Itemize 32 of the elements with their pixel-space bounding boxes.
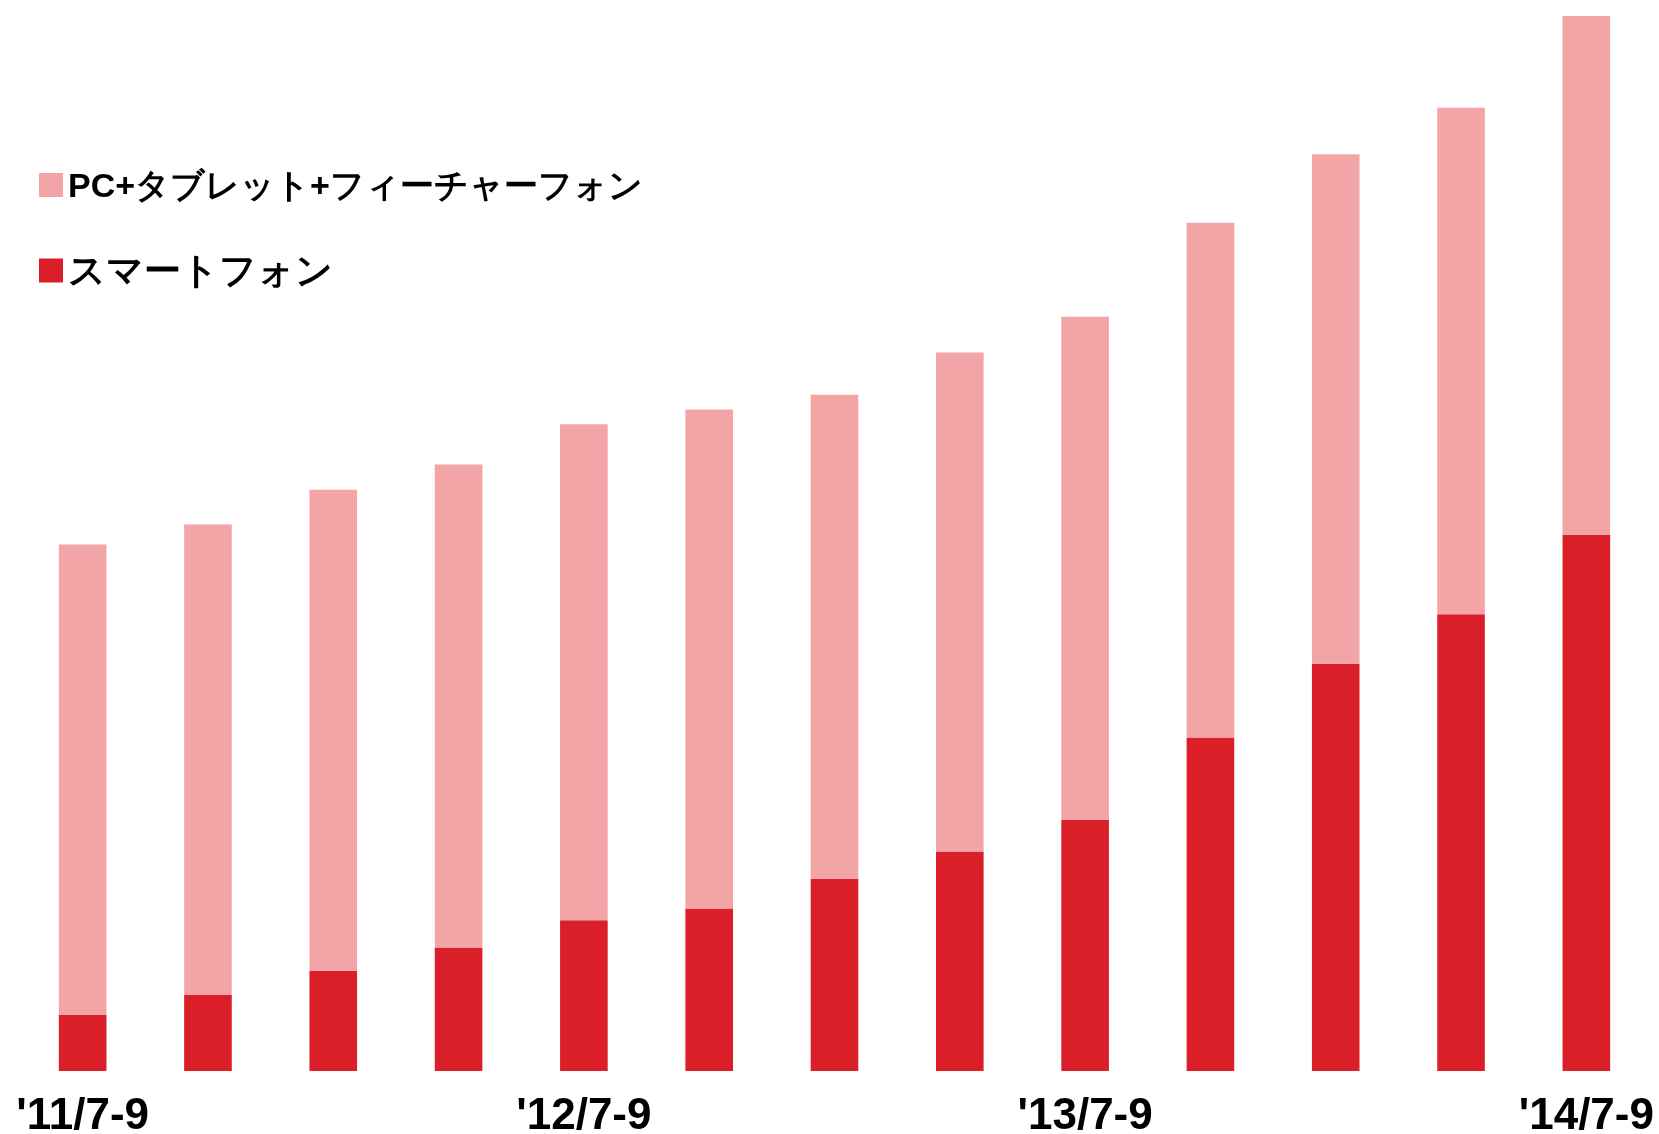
bar [184, 524, 232, 996]
bar [1437, 614, 1485, 1071]
bar [685, 908, 733, 1071]
x-tick-label: '14/7-9 [1518, 1088, 1654, 1134]
bar [1311, 663, 1360, 1071]
bar [1186, 222, 1235, 738]
bar [184, 995, 232, 1071]
bar [58, 544, 107, 1016]
bar [434, 947, 483, 1071]
bar [936, 352, 984, 852]
bar [1311, 154, 1360, 664]
bar [560, 920, 608, 1071]
bar [1061, 316, 1109, 820]
x-tick-label: '11/7-9 [16, 1088, 150, 1134]
bar [1437, 107, 1485, 615]
bar [560, 424, 608, 921]
bar [1562, 16, 1611, 536]
legend-label: スマートフォン [68, 250, 333, 291]
bar [810, 394, 859, 879]
bar [1186, 737, 1235, 1071]
bar [685, 409, 733, 909]
bar [810, 878, 859, 1071]
bar [309, 970, 358, 1071]
bar [434, 464, 483, 948]
x-tick-label: '12/7-9 [516, 1088, 652, 1134]
bar [936, 851, 984, 1071]
bar [58, 1015, 107, 1071]
bar [309, 489, 358, 971]
x-tick-label: '13/7-9 [1017, 1088, 1153, 1134]
bar [1562, 535, 1611, 1071]
legend-label: PC+タブレット+フィーチャーフォン [68, 166, 643, 204]
bar [1061, 819, 1109, 1071]
